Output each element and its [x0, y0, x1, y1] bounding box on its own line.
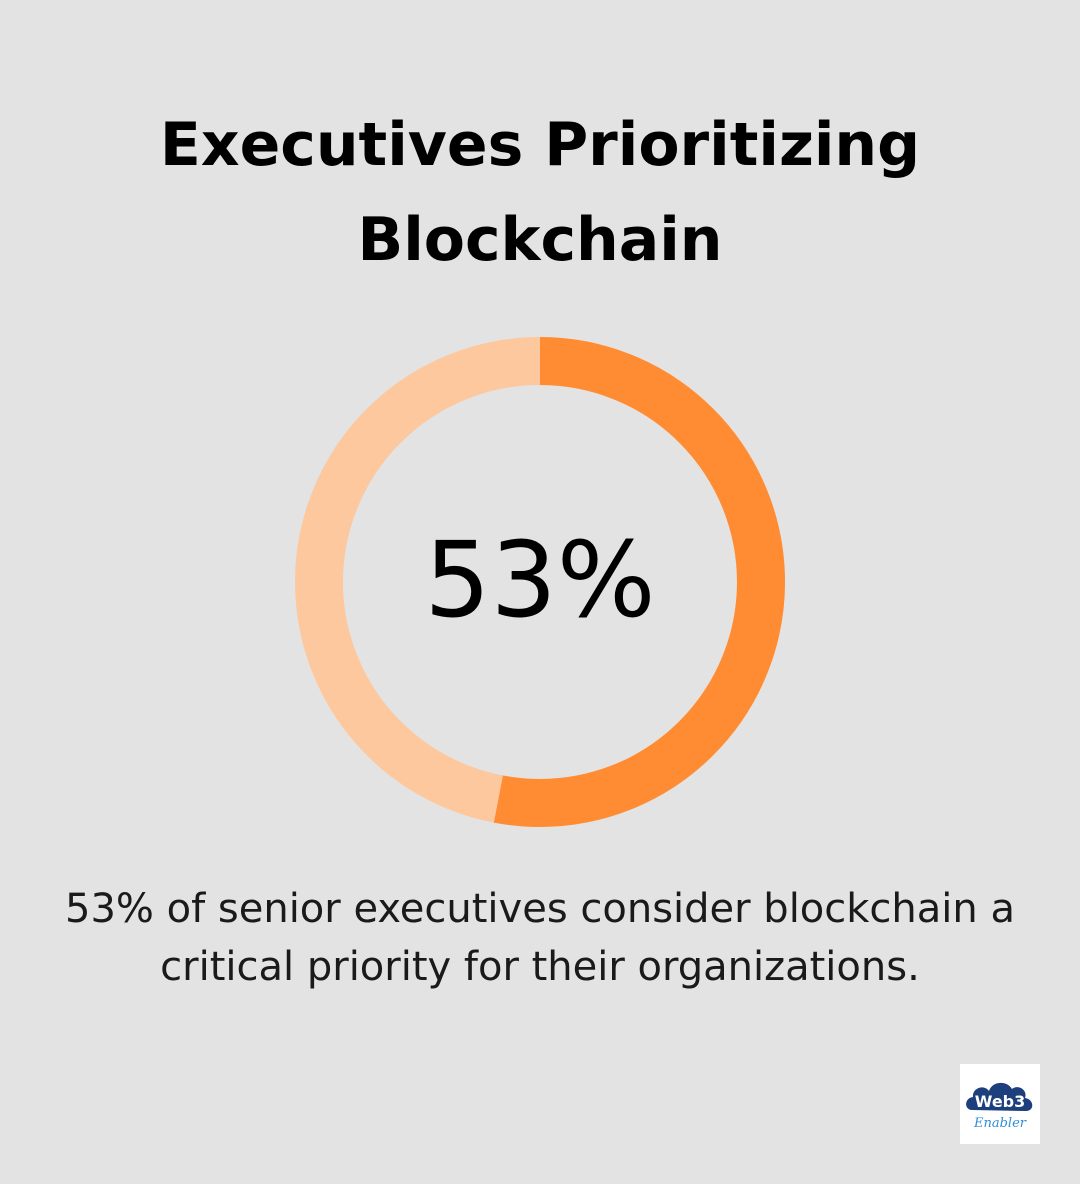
donut-center-value: 53%	[424, 519, 656, 641]
donut-slice-filled	[295, 337, 785, 827]
web3-enabler-logo: Web3 Enabler	[960, 1064, 1040, 1144]
svg-text:Enabler: Enabler	[973, 1116, 1027, 1131]
chart-title: Executives Prioritizing Blockchain	[159, 110, 921, 275]
svg-text:Web3: Web3	[975, 1092, 1026, 1111]
logo-icon: Web3 Enabler	[966, 1082, 1033, 1131]
chart-caption: 53% of senior executives consider blockc…	[65, 886, 1015, 990]
